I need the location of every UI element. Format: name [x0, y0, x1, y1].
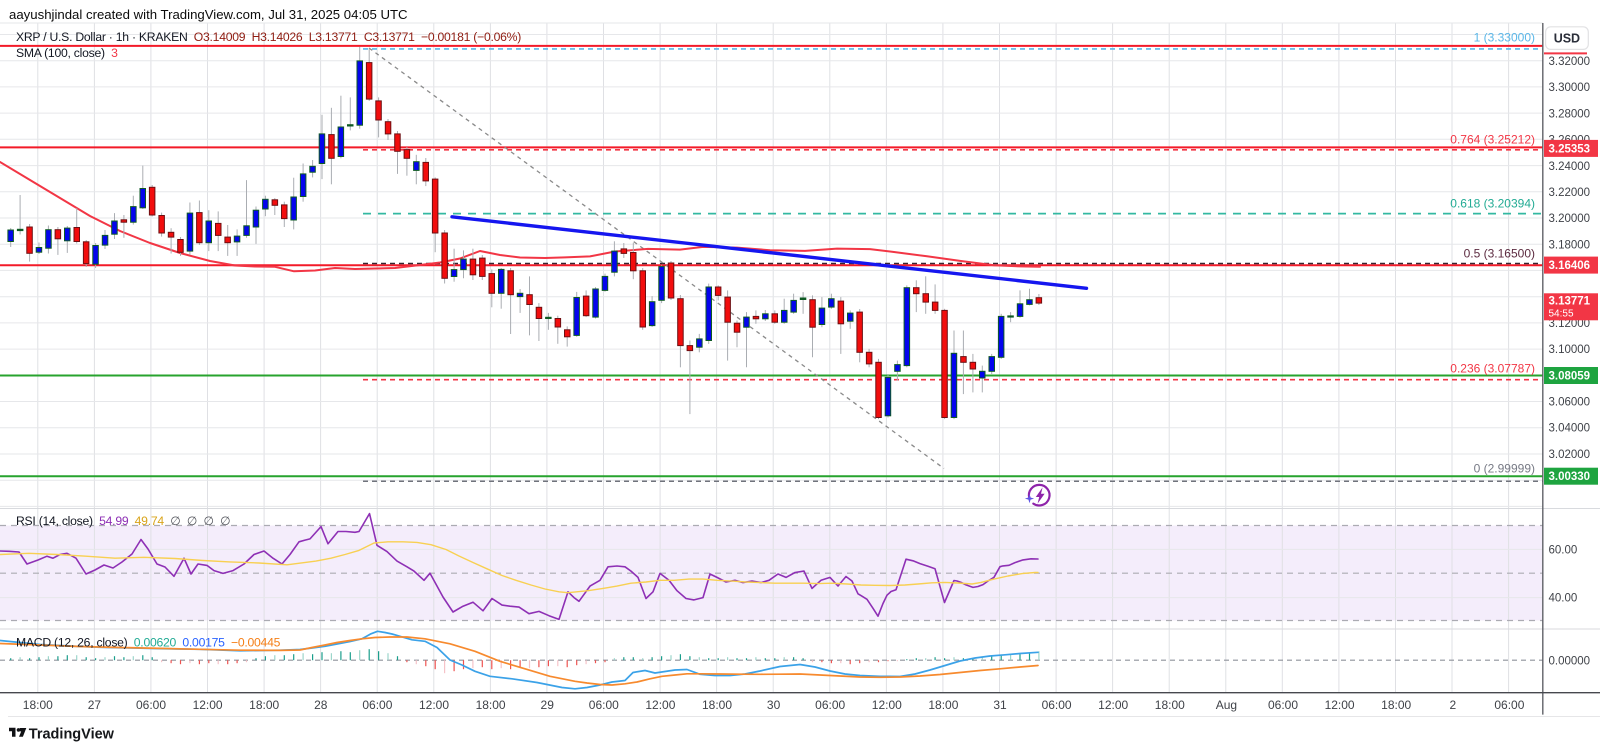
svg-text:3.08059: 3.08059: [1549, 371, 1591, 383]
svg-text:3.25353: 3.25353: [1549, 143, 1591, 155]
svg-text:0 (2.99999): 0 (2.99999): [1474, 461, 1535, 475]
svg-text:0.764 (3.25212): 0.764 (3.25212): [1450, 133, 1535, 147]
svg-text:28: 28: [314, 698, 328, 712]
svg-text:18:00: 18:00: [23, 698, 53, 712]
svg-text:54:55: 54:55: [1549, 308, 1574, 319]
svg-text:06:00: 06:00: [815, 698, 845, 712]
svg-text:3.20000: 3.20000: [1549, 213, 1591, 225]
svg-text:3.16406: 3.16406: [1549, 260, 1591, 272]
svg-text:SMA (100, close) 3: SMA (100, close) 3: [16, 46, 118, 60]
svg-text:06:00: 06:00: [1042, 698, 1072, 712]
svg-text:06:00: 06:00: [589, 698, 619, 712]
svg-text:12:00: 12:00: [419, 698, 449, 712]
svg-text:12:00: 12:00: [1098, 698, 1128, 712]
svg-text:0.236 (3.07787): 0.236 (3.07787): [1450, 361, 1535, 375]
svg-text:TradingView: TradingView: [29, 726, 115, 742]
svg-text:18:00: 18:00: [249, 698, 279, 712]
svg-text:Aug: Aug: [1216, 698, 1237, 712]
svg-text:12:00: 12:00: [872, 698, 902, 712]
svg-text:3.10000: 3.10000: [1549, 344, 1591, 356]
svg-text:12:00: 12:00: [1325, 698, 1355, 712]
svg-text:06:00: 06:00: [362, 698, 392, 712]
svg-text:30: 30: [767, 698, 781, 712]
svg-text:60.00: 60.00: [1549, 544, 1578, 556]
svg-text:MACD (12, 26, close) 0.00620: MACD (12, 26, close) 0.00620 0.00175 −0.…: [16, 636, 281, 650]
svg-text:18:00: 18:00: [928, 698, 958, 712]
svg-text:2: 2: [1449, 698, 1456, 712]
svg-text:06:00: 06:00: [136, 698, 166, 712]
svg-text:3.06000: 3.06000: [1549, 397, 1591, 409]
svg-text:3.22000: 3.22000: [1549, 187, 1591, 199]
svg-text:1 (3.33000): 1 (3.33000): [1474, 31, 1535, 45]
svg-text:18:00: 18:00: [1381, 698, 1411, 712]
svg-text:3.18000: 3.18000: [1549, 239, 1591, 251]
svg-text:3.13771: 3.13771: [1549, 295, 1591, 307]
svg-text:0.00000: 0.00000: [1549, 656, 1591, 668]
svg-text:40.00: 40.00: [1549, 593, 1578, 605]
svg-text:0.618 (3.20394): 0.618 (3.20394): [1450, 196, 1535, 210]
svg-text:3.32000: 3.32000: [1549, 56, 1591, 68]
svg-text:06:00: 06:00: [1268, 698, 1298, 712]
svg-text:18:00: 18:00: [1155, 698, 1185, 712]
svg-text:3.28000: 3.28000: [1549, 108, 1591, 120]
svg-text:27: 27: [88, 698, 102, 712]
svg-text:31: 31: [993, 698, 1007, 712]
svg-text:RSI (14, close) 54.99 49.74: RSI (14, close) 54.99 49.74 ∅ ∅ ∅ ∅: [16, 514, 230, 528]
svg-text:3.00330: 3.00330: [1549, 471, 1591, 483]
svg-text:0.5 (3.16500): 0.5 (3.16500): [1464, 246, 1535, 260]
svg-text:06:00: 06:00: [1494, 698, 1524, 712]
svg-text:18:00: 18:00: [476, 698, 506, 712]
svg-text:3.30000: 3.30000: [1549, 82, 1591, 94]
svg-text:12:00: 12:00: [645, 698, 675, 712]
svg-text:XRP / U.S. Dollar · 1h · KRAKE: XRP / U.S. Dollar · 1h · KRAKEN O3.14009…: [16, 30, 521, 44]
svg-text:3.12000: 3.12000: [1549, 318, 1591, 330]
svg-text:18:00: 18:00: [702, 698, 732, 712]
svg-text:aayushjindal created with Trad: aayushjindal created with TradingView.co…: [9, 7, 408, 22]
svg-text:3.24000: 3.24000: [1549, 161, 1591, 173]
svg-text:USD: USD: [1554, 32, 1580, 46]
svg-text:3.04000: 3.04000: [1549, 423, 1591, 435]
svg-text:29: 29: [541, 698, 555, 712]
svg-text:3.02000: 3.02000: [1549, 449, 1591, 461]
svg-text:12:00: 12:00: [193, 698, 223, 712]
